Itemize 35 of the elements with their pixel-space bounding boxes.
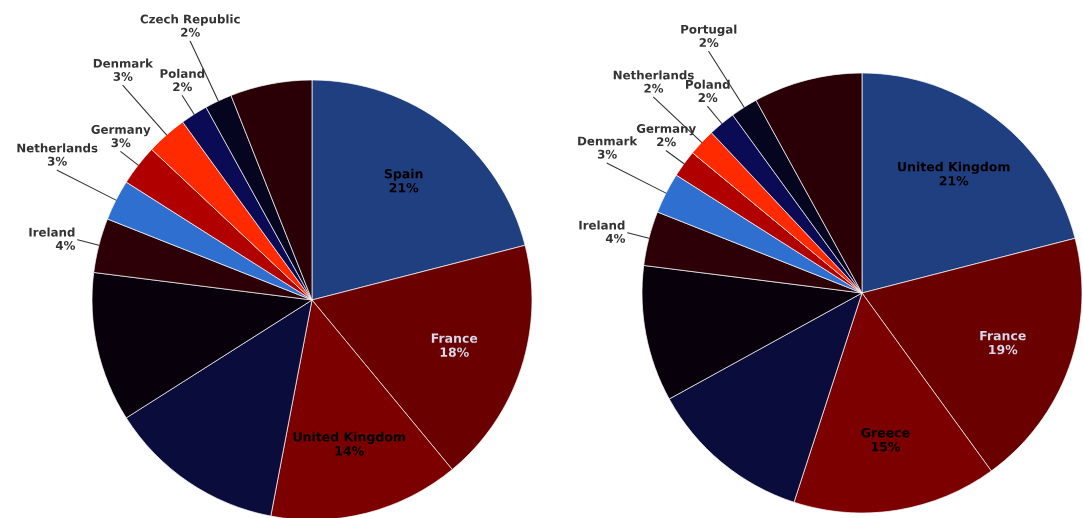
slice-label: Denmark	[93, 58, 154, 68]
data-label: 4%	[605, 233, 626, 243]
data-label: 2%	[699, 38, 719, 48]
slice-label: United Kingdom	[898, 161, 1010, 174]
data-label: 14%	[335, 446, 364, 456]
slice-label: Poland	[686, 79, 730, 89]
data-label: 15%	[871, 441, 900, 452]
slice-label: Ireland	[29, 227, 75, 237]
slice-label: Denmark	[578, 136, 638, 146]
slice-label: Czech Republic	[140, 14, 240, 26]
data-label: 3%	[597, 149, 617, 159]
data-label: 2%	[657, 137, 676, 147]
data-label: 19%	[989, 344, 1018, 355]
data-label: 3%	[113, 72, 133, 81]
slice-label: Ireland	[579, 220, 625, 230]
slice-label: United Kingdom	[293, 431, 405, 444]
slice-label: Spain	[384, 168, 423, 181]
slice-label: Greece	[861, 427, 910, 438]
slice-label: Poland	[160, 68, 205, 78]
data-label: 4%	[55, 240, 76, 250]
data-label: 3%	[47, 156, 67, 166]
data-label: 2%	[173, 82, 192, 92]
slice-label: Portugal	[681, 24, 737, 37]
slice-label: France	[980, 331, 1026, 341]
slice-label: Netherlands	[17, 143, 98, 153]
data-label: 2%	[181, 27, 200, 37]
data-label: 21%	[939, 176, 969, 186]
slice-label: France	[431, 333, 478, 343]
slice-label: Netherlands	[613, 70, 694, 80]
data-label: 2%	[644, 83, 664, 93]
slice-label: Germany	[91, 124, 151, 137]
data-label: 21%	[389, 182, 419, 193]
data-label: 18%	[440, 347, 469, 357]
data-label: 3%	[111, 138, 131, 148]
data-label: 2%	[698, 93, 718, 103]
